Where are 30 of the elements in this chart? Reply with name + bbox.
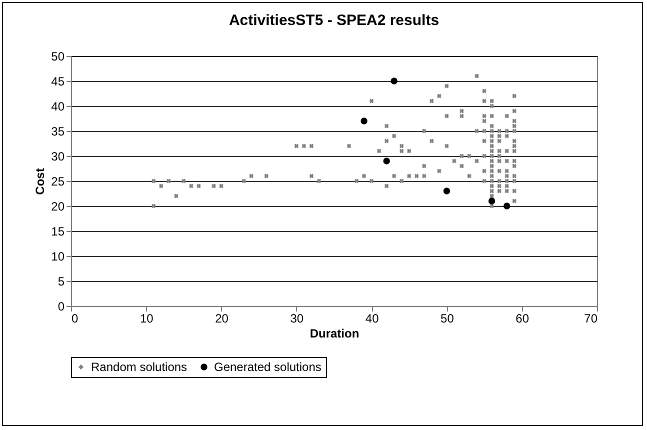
y-tick-label: 45 [51,74,65,88]
x-tick-label: 70 [584,312,598,326]
y-tick-label: 40 [51,100,65,114]
y-tick-label: 5 [58,274,65,288]
y-tick-label: 15 [51,224,65,238]
legend-label: Random solutions [91,360,188,374]
x-tick-label: 20 [215,312,229,326]
chart-title: ActivitiesST5 - SPEA2 results [228,12,440,29]
x-tick-label: 50 [440,312,454,326]
y-tick-label: 35 [51,124,65,138]
y-tick-label: 50 [51,50,65,64]
legend-label: Generated solutions [214,360,322,374]
point [488,198,496,204]
y-tick-label: 25 [51,174,65,188]
y-tick-label: 20 [51,200,65,214]
y-tick-label: 30 [51,150,65,164]
x-tick-label: 60 [516,312,530,326]
x-tick-label: 40 [365,312,380,326]
point [383,158,390,164]
x-tick-label: 10 [140,312,154,326]
y-tick-label: 10 [51,250,65,264]
point [503,202,510,210]
point [390,78,398,84]
point [360,118,368,124]
x-tick-label: 0 [72,312,78,326]
point [443,188,450,194]
y-axis-title: Cost [33,168,48,195]
y-tick-label: 0 [58,300,65,314]
x-tick-label: 30 [290,312,304,326]
x-axis-title: Duration [310,326,360,340]
